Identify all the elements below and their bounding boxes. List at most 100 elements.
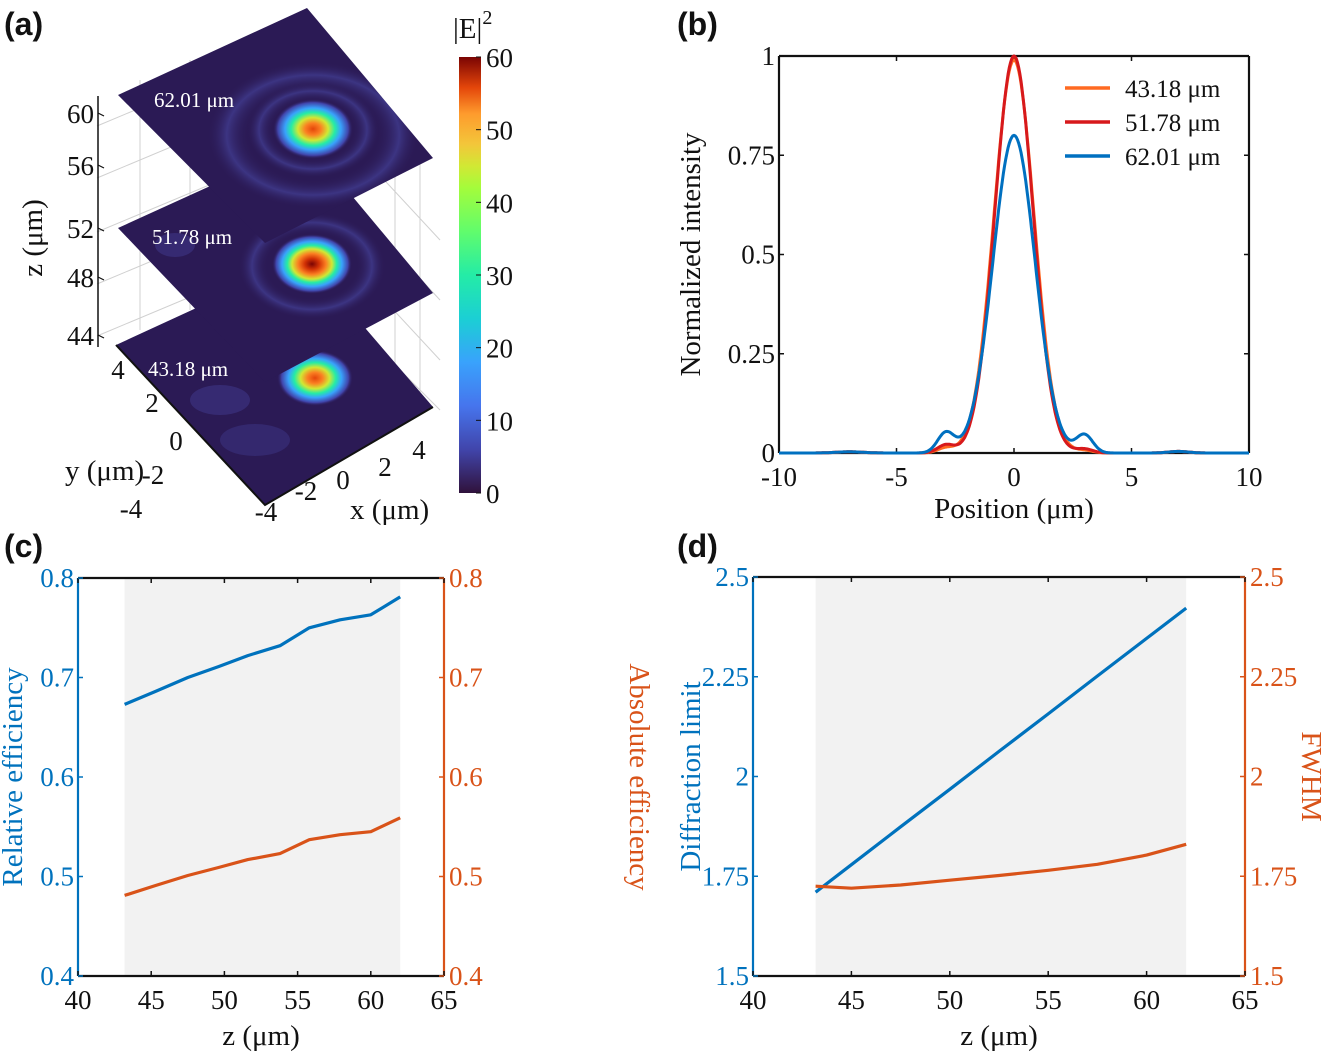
x-tick-label: 4 [412,435,426,465]
plane-51-78: 51.78 μm [118,142,433,382]
z-tick-mark [97,227,105,232]
x-tick-label: 0 [1007,462,1021,492]
x-tick-label: 50 [936,985,963,1015]
y-right-tick-label: 2 [1250,762,1264,792]
x-tick-label: 60 [1133,985,1160,1015]
series-line-2 [779,133,1249,455]
y-right-tick-label: 0.8 [449,563,483,593]
panel-label-b: (b) [677,6,718,42]
legend-label: 51.78 μm [1125,110,1221,137]
x-tick-label: 40 [65,985,92,1015]
colorbar: 0 10 20 30 40 50 60 |E|2 [453,7,513,509]
colorbar-tick-label: 50 [486,116,513,146]
y-axis-label: Normalized intensity [675,132,707,377]
panel-label-c: (c) [4,528,43,564]
shaded-range [124,578,401,976]
z-tick-mark [97,112,105,117]
y-tick-label: 0.8 [40,563,74,593]
x-tick-label: 0 [336,465,350,495]
z-tick-mark [97,164,105,169]
series-line-fwhm [815,842,1187,890]
plane-62-01: 62.01 μm [118,8,433,243]
plane-label-43-18: 43.18 μm [148,357,228,381]
y-tick-label: 0.6 [40,762,74,792]
panel-b-line-profiles: (b) -10 -5 0 5 10 0 0.25 0.5 0.75 1 Position (μm) N… [675,6,1263,525]
y-tick-label: 0 [169,426,183,456]
legend-label: 62.01 μm [1125,144,1221,171]
panel-label-d: (d) [677,528,718,564]
y-tick-label: 0.75 [728,140,775,170]
shaded-range [815,577,1187,976]
plane-label-62-01: 62.01 μm [154,88,234,112]
y-right-tick-label: 0.6 [449,762,483,792]
x-tick-label: 50 [211,985,238,1015]
x-tick-label: 45 [138,985,165,1015]
y-right-tick-label: 0.7 [449,663,483,693]
x-tick-label: 40 [740,985,767,1015]
colorbar-tick-label: 40 [486,188,513,218]
y-tick-label: 0.5 [40,862,74,892]
y-tick-label: 0.25 [728,339,775,369]
x-axis-label: x (μm) [350,494,429,526]
colorbar-tick-label: 60 [486,43,513,73]
x-axis-label: Position (μm) [934,493,1094,525]
x-tick-label: -5 [885,462,908,492]
x-tick-label: -4 [255,497,278,527]
panel-label-a: (a) [4,6,43,42]
colorbar-tick-label: 20 [486,334,513,364]
z-axis-label: z (μm) [17,199,49,277]
z-tick-label: 56 [67,151,94,181]
y-tick-label: 2 [736,762,750,792]
x-tick-label: 55 [1035,985,1062,1015]
series-line-absolute-efficiency [124,816,401,897]
legend: 43.18 μm 51.78 μm 62.01 μm [1065,76,1221,171]
y-tick-label: 2.5 [715,562,749,592]
x-axis-label: z (μm) [960,1020,1038,1052]
y-tick-label: 0.7 [40,663,74,693]
y-tick-label: 0.5 [741,240,775,270]
z-tick-label: 52 [67,214,94,244]
plane-label-51-78: 51.78 μm [152,225,232,249]
x-tick-label: 55 [284,985,311,1015]
colorbar-label: |E|2 [453,7,492,45]
x-tick-label: -10 [761,462,797,492]
y-tick-label: -2 [142,460,165,490]
panel-c-efficiency: (c) 40 45 50 55 60 650.40.50.60.70.80.40.50.6… [0,528,655,1052]
y-tick-label: 1.5 [715,961,749,991]
x-tick-label: 10 [1236,462,1263,492]
x-tick-label: 65 [431,985,458,1015]
z-tick-label: 44 [67,321,95,351]
x-axis-ticks: -4 -2 0 24 [255,435,427,527]
y-right-tick-label: 1.5 [1250,961,1284,991]
colorbar-gradient [459,57,481,493]
series-line-relative-efficiency [123,595,402,706]
y-tick-label: 1 [762,41,776,71]
y-right-tick-label: 1.75 [1250,861,1297,891]
x-tick-label: -2 [295,476,318,506]
z-tick-label: 60 [67,99,94,129]
y-axis-label: y (μm) [65,455,144,487]
z-tick-mark [97,276,105,281]
z-tick-label: 48 [67,263,94,293]
series-line-diffraction-limit [814,606,1188,894]
y-axis-label-right: FWHM [1295,731,1325,821]
y-tick-label: 2.25 [702,662,749,692]
y-tick-label: 2 [145,388,159,418]
x-tick-label: 2 [378,452,392,482]
y-right-tick-label: 0.4 [449,961,483,991]
y-tick-label: -4 [120,494,143,524]
z-tick-mark [97,334,105,339]
y-right-tick-label: 2.25 [1250,662,1297,692]
x-tick-label: 45 [838,985,865,1015]
y-axis-label-left: Relative efficiency [0,667,29,887]
colorbar-tick-label: 0 [486,479,500,509]
panel-d-resolution: (d) 40 45 50 55 60 651.51.7522.252.51.51.7522… [675,528,1325,1052]
colorbar-tick-label: 30 [486,261,513,291]
y-axis-label-right: Absolute efficiency [623,663,655,891]
legend-label: 43.18 μm [1125,76,1221,103]
panel-a-3d-intensity: (a) 60 56 52 48 44 [4,6,513,527]
y-tick-label: 0.4 [40,961,74,991]
x-tick-label: 65 [1232,985,1259,1015]
